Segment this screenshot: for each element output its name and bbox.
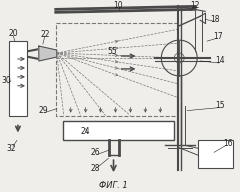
Text: 26: 26 <box>91 148 100 157</box>
Text: 55: 55 <box>108 46 117 55</box>
Text: 28: 28 <box>91 164 100 173</box>
Text: 29: 29 <box>38 106 48 115</box>
Text: ФИГ. 1: ФИГ. 1 <box>99 180 128 190</box>
Polygon shape <box>39 46 57 61</box>
Text: 17: 17 <box>213 32 223 41</box>
Bar <box>63 121 174 140</box>
Text: 24: 24 <box>81 127 90 136</box>
Bar <box>9 41 27 116</box>
Text: 14: 14 <box>215 56 225 65</box>
Text: 10: 10 <box>114 1 123 10</box>
Text: 16: 16 <box>223 139 233 148</box>
Text: 22: 22 <box>40 30 50 39</box>
Text: 15: 15 <box>215 101 225 110</box>
Text: 20: 20 <box>8 29 18 38</box>
Text: 12: 12 <box>190 1 200 10</box>
Bar <box>198 140 233 168</box>
Text: 30: 30 <box>1 76 11 85</box>
Text: 18: 18 <box>210 15 220 24</box>
Text: 32: 32 <box>6 144 16 153</box>
